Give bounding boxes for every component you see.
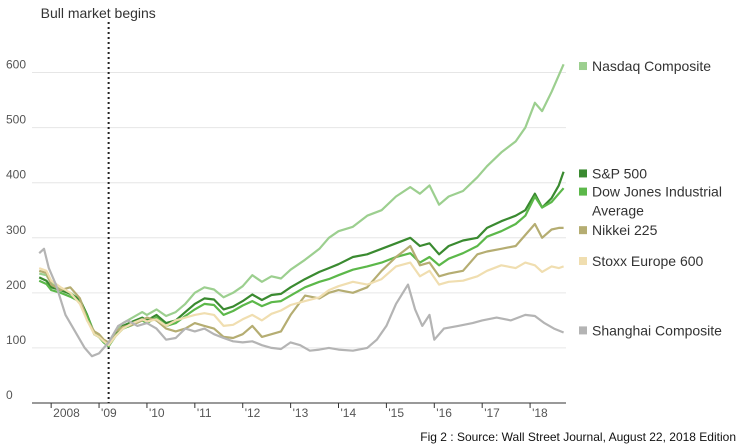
x-tick-label: '16 <box>436 406 452 420</box>
source-caption: Fig 2 : Source: Wall Street Journal, Aug… <box>420 430 736 444</box>
x-tick-label: 2008 <box>53 406 80 420</box>
x-tick-label: '18 <box>532 406 548 420</box>
legend-label: Nasdaq Composite <box>592 58 711 74</box>
y-tick-label: 500 <box>6 113 26 127</box>
legend-label: S&P 500 <box>592 165 647 181</box>
bull-market-annotation: Bull market begins <box>41 5 156 403</box>
x-tick-label: '13 <box>293 406 309 420</box>
x-tick-label: '09 <box>101 406 117 420</box>
legend-swatch <box>579 187 587 196</box>
y-tick-label: 400 <box>6 168 26 182</box>
legend-swatch <box>579 169 587 178</box>
y-tick-label: 0 <box>6 388 13 402</box>
series-line <box>38 261 564 347</box>
legend-label: Average <box>592 203 644 219</box>
legend-swatch <box>579 257 587 266</box>
x-tick-label: '11 <box>197 406 212 420</box>
gridlines <box>32 72 566 404</box>
x-tick-label: '14 <box>341 406 357 420</box>
series-lines <box>38 63 565 358</box>
series-line <box>38 187 565 348</box>
legend-label: Shanghai Composite <box>592 322 722 338</box>
y-tick-label: 200 <box>6 278 26 292</box>
series-line <box>38 222 564 344</box>
series-line <box>38 247 565 358</box>
x-tick-label: '12 <box>245 406 261 420</box>
legend-label: Dow Jones Industrial <box>592 184 722 200</box>
x-tick-label: '15 <box>388 406 404 420</box>
y-tick-label: 600 <box>6 58 26 72</box>
bull-market-label: Bull market begins <box>41 5 156 21</box>
legend-swatch <box>579 326 587 335</box>
y-tick-label: 300 <box>6 223 26 237</box>
y-tick-label: 100 <box>6 333 26 347</box>
legend-swatch <box>579 62 587 71</box>
legend-swatch <box>579 226 587 235</box>
legend-label: Stoxx Europe 600 <box>592 253 704 269</box>
legend-label: Nikkei 225 <box>592 222 658 238</box>
x-tick-label: '17 <box>484 406 500 420</box>
x-tick-label: '10 <box>149 406 165 420</box>
axes: 0 100 200 300 400 500 600 2008 '09 '10 '11 '12 '13 '1… <box>6 58 566 420</box>
legend: Nasdaq Composite S&P 500 Dow Jones Industr… <box>579 58 722 338</box>
